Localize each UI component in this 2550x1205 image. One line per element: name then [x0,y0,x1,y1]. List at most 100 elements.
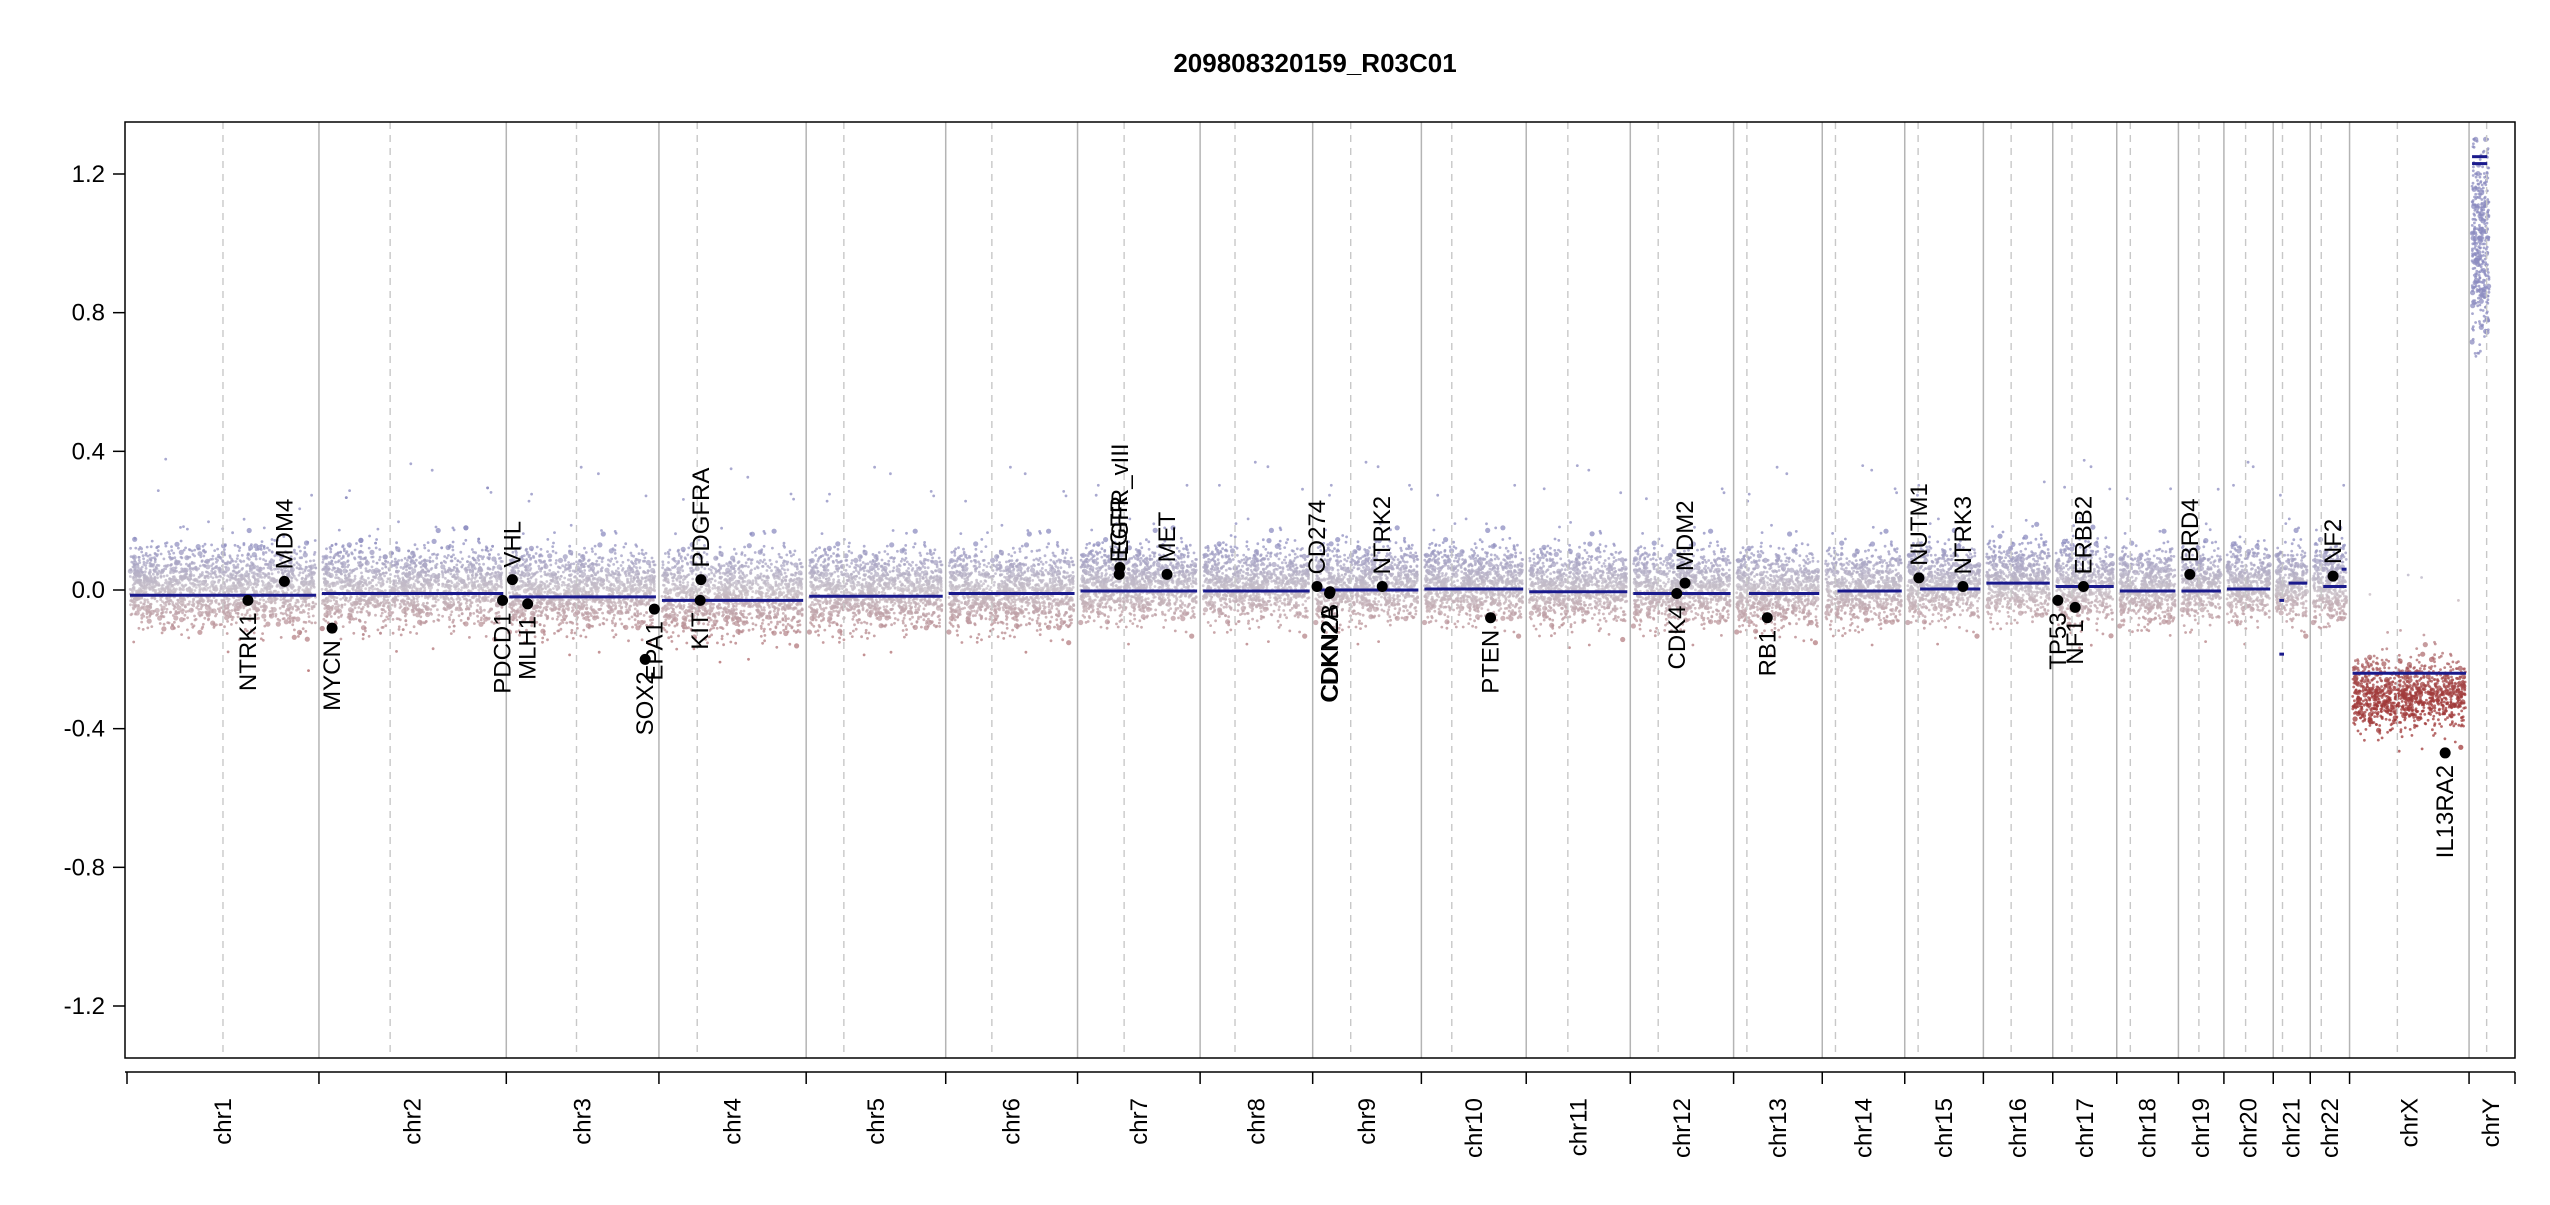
data-point [786,568,790,572]
data-point [195,544,201,550]
data-point [393,603,397,607]
data-point [131,600,135,603]
data-point [590,589,594,593]
data-point [443,555,447,558]
data-point [585,603,588,607]
data-point [298,586,302,589]
data-point [477,554,481,558]
data-point [434,597,437,601]
data-point [614,586,620,592]
data-point [467,577,471,580]
data-point [436,588,440,592]
data-point [554,561,558,565]
data-point [624,588,627,591]
data-point [390,603,394,607]
data-point [332,598,336,602]
data-point [397,581,401,585]
data-point [549,563,553,567]
data-point [431,538,437,545]
data-point [137,626,141,630]
data-point [137,555,141,559]
data-point [424,620,428,623]
data-point [376,587,379,591]
data-point [444,570,447,574]
data-point [595,563,599,567]
data-point [590,547,594,551]
data-point [184,546,188,550]
data-point [157,588,161,591]
data-point [291,572,294,576]
data-point [367,576,370,580]
data-point [310,621,314,625]
data-point [404,565,408,569]
data-point [622,545,626,549]
data-point [455,572,459,576]
data-point [469,612,472,615]
data-point [375,561,379,565]
data-point [275,597,279,601]
data-point [564,563,568,567]
data-point [464,597,467,601]
data-point [403,611,407,615]
data-point [458,560,462,564]
data-point [631,580,635,584]
data-point [417,608,423,614]
data-point [488,553,491,556]
data-point [360,610,363,614]
data-point [559,574,563,578]
data-point [640,602,644,606]
data-point [488,609,492,612]
data-point [173,620,176,624]
data-point [474,580,477,584]
data-point [140,581,146,587]
data-point [369,601,372,605]
data-point [404,619,408,623]
data-point [340,572,343,576]
data-point [255,601,259,605]
data-point [223,548,226,551]
data-point [500,605,504,609]
data-point [629,599,633,603]
data-point [467,555,471,558]
data-point [284,612,287,615]
data-point [450,596,453,600]
data-point [165,597,169,601]
data-point [363,557,367,560]
data-point [292,616,295,620]
data-point [352,631,356,635]
data-point [158,622,162,625]
data-point [416,600,419,603]
data-point [407,602,411,606]
data-point [269,601,273,605]
data-point [223,607,227,611]
data-point [533,582,537,586]
data-point [373,587,377,591]
data-point [269,596,273,600]
data-point [279,636,283,639]
data-point [393,560,397,564]
data-point [230,623,233,626]
data-point [525,583,528,587]
data-point [159,575,163,579]
data-point [225,587,232,593]
data-point [435,556,439,560]
data-point [154,565,158,569]
data-point [391,611,395,614]
data-point [495,582,498,586]
data-point [516,572,520,575]
data-point [159,598,163,602]
data-point [190,567,194,570]
data-point [242,542,246,545]
data-point [435,527,441,534]
data-point [261,613,267,619]
data-point [614,633,618,637]
data-point [652,571,656,574]
data-point [348,615,354,621]
data-point [130,612,134,616]
data-point [173,612,177,616]
data-point [612,572,616,576]
data-point [384,571,388,575]
data-point [571,637,575,640]
data-point [254,557,258,561]
data-point [351,584,355,588]
